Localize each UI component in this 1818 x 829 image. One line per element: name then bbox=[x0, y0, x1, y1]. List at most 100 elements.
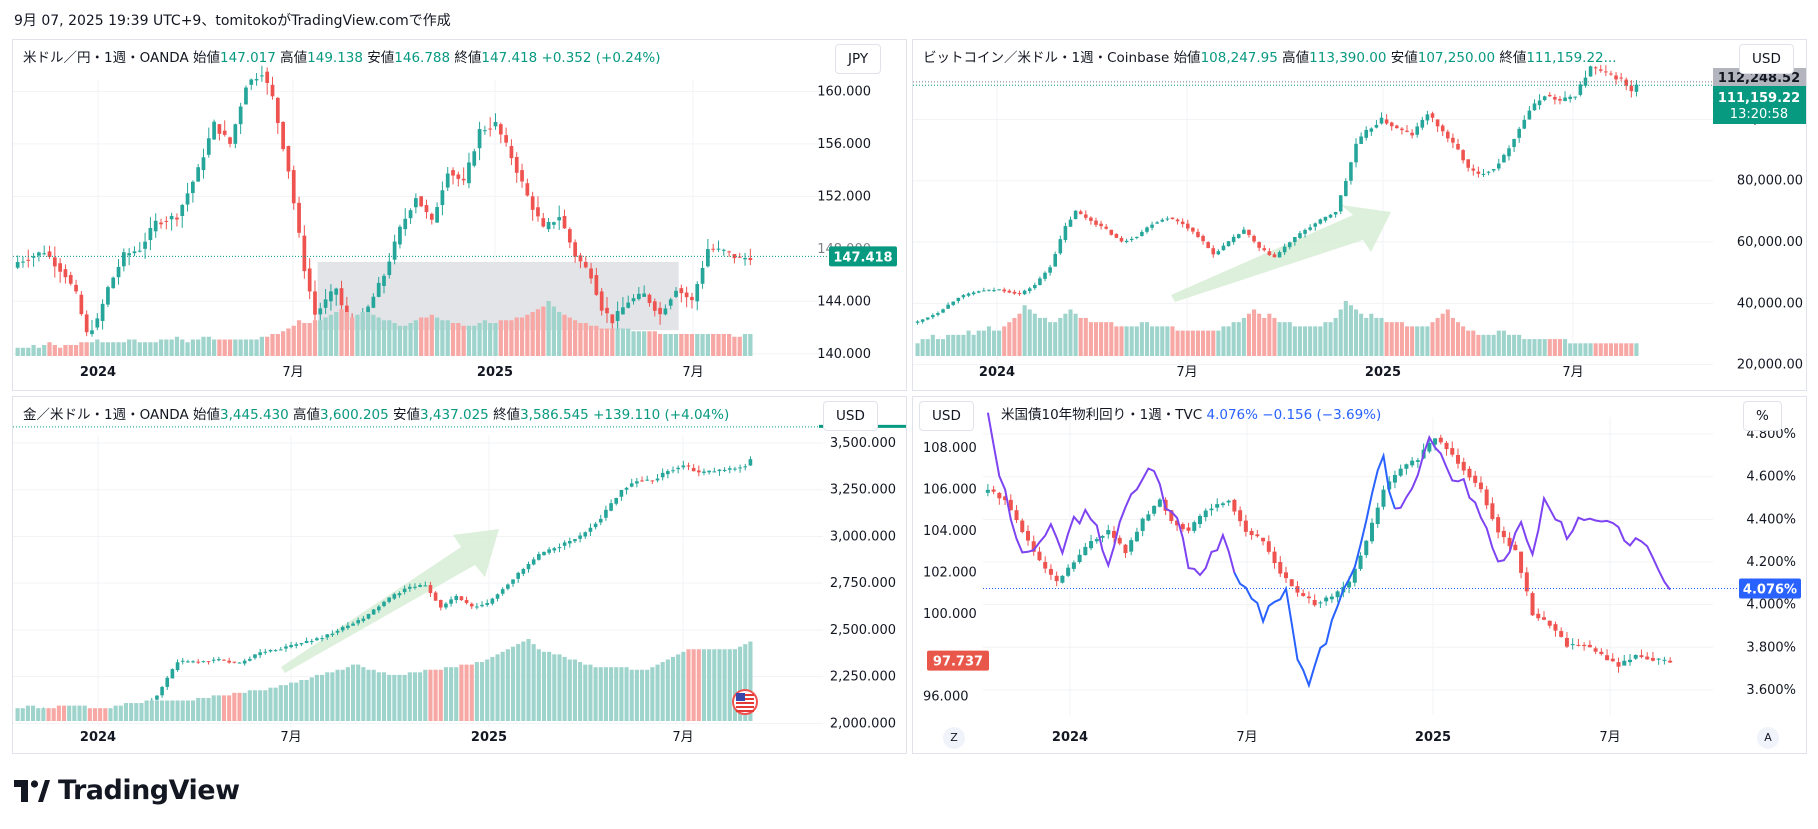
candle-body bbox=[997, 492, 1002, 499]
candle-body bbox=[1129, 238, 1134, 241]
a-button[interactable]: A bbox=[1757, 727, 1779, 749]
candle-body bbox=[706, 249, 710, 267]
volume-bar bbox=[46, 708, 51, 721]
volume-bar bbox=[254, 339, 259, 356]
candle-body bbox=[1609, 73, 1613, 75]
volume-bar bbox=[526, 639, 531, 721]
volume-bar bbox=[1099, 322, 1104, 356]
volume-bar bbox=[567, 659, 572, 721]
volume-bar bbox=[206, 336, 211, 356]
yield-value: 4.076% bbox=[1206, 407, 1258, 423]
candle-body bbox=[1358, 555, 1363, 569]
us10y-chart-panel[interactable]: USD 米国債10年物利回り・1週・TVC 4.076% −0.156 (−3.… bbox=[912, 396, 1807, 754]
usdjpy-candlestick-chart[interactable]: 148.000160.000156.000152.000144.000140.0… bbox=[13, 40, 906, 390]
volume-bar bbox=[116, 342, 121, 356]
volume-bar bbox=[1629, 343, 1634, 356]
volume-bar bbox=[41, 708, 46, 721]
candle-body bbox=[525, 183, 530, 196]
candle-body bbox=[490, 598, 495, 604]
time-axis-tick: 7月 bbox=[282, 365, 303, 380]
time-axis-tick: 7月 bbox=[1236, 730, 1257, 745]
btcusd-chart-panel[interactable]: ビットコイン／米ドル・1週・Coinbase 始値108,247.95 高値11… bbox=[912, 39, 1807, 391]
volume-bar bbox=[474, 662, 479, 721]
candle-body bbox=[1058, 239, 1063, 254]
candle-body bbox=[169, 215, 174, 220]
us10y-dxy-overlay-chart[interactable]: 108.000 106.000 104.000 102.000 100.000 96.00… bbox=[913, 397, 1806, 753]
volume-bar bbox=[1328, 322, 1333, 356]
currency-button[interactable]: USD bbox=[1739, 44, 1794, 74]
price-axis-tick: 2,250.000 bbox=[830, 670, 896, 685]
volume-bar bbox=[732, 336, 737, 356]
currency-button[interactable]: JPY bbox=[835, 44, 882, 74]
z-button[interactable]: Z bbox=[943, 727, 965, 749]
symbol-title: 金／米ドル・1週・OANDA bbox=[23, 407, 189, 423]
candle-body bbox=[1066, 567, 1071, 576]
volume-bar bbox=[1359, 313, 1364, 356]
volume-bar bbox=[268, 687, 273, 721]
volume-bar bbox=[158, 339, 164, 356]
candle-body bbox=[84, 314, 89, 333]
candle-body bbox=[278, 649, 283, 651]
volume-bar bbox=[1241, 317, 1246, 356]
tradingview-logo[interactable]: TradingView bbox=[14, 775, 240, 806]
candle-body bbox=[686, 465, 691, 467]
left-currency-button[interactable]: USD bbox=[919, 401, 974, 431]
candle-body bbox=[1527, 110, 1532, 120]
volume-bar bbox=[31, 345, 36, 356]
volume-bar bbox=[1308, 326, 1313, 356]
candle-body bbox=[700, 267, 705, 284]
candle-body bbox=[992, 290, 996, 292]
candle-body bbox=[941, 309, 945, 313]
volume-bar bbox=[461, 325, 466, 356]
volume-bar bbox=[160, 700, 165, 721]
volume-bar bbox=[1619, 343, 1624, 356]
candle-body bbox=[537, 554, 541, 560]
open-value: 3,445.430 bbox=[220, 407, 289, 423]
volume-bar bbox=[639, 669, 645, 721]
currency-button[interactable]: USD bbox=[823, 401, 878, 431]
candle-body bbox=[153, 220, 158, 232]
candle-body bbox=[1226, 241, 1231, 247]
candle-body bbox=[228, 137, 232, 144]
volume-bar bbox=[624, 667, 629, 721]
high-label: 高値 bbox=[293, 407, 321, 423]
candle-body bbox=[275, 97, 280, 124]
volume-bar bbox=[334, 312, 339, 356]
volume-bar bbox=[134, 703, 139, 721]
volume-bar bbox=[1206, 330, 1211, 356]
btcusd-candlestick-chart[interactable]: 100,000.0080,000.0060,000.0040,000.0020,… bbox=[913, 40, 1806, 390]
volume-bar bbox=[1512, 334, 1517, 356]
candle-body bbox=[1605, 655, 1610, 661]
candle-body bbox=[679, 288, 684, 294]
candle-body bbox=[392, 241, 397, 260]
candle-body bbox=[351, 623, 355, 626]
candle-body bbox=[423, 585, 428, 587]
usdjpy-chart-panel[interactable]: 米ドル／円・1週・OANDA 始値147.017 高値149.138 安値146… bbox=[12, 39, 907, 391]
candle-body bbox=[31, 256, 36, 258]
volume-bar bbox=[355, 314, 360, 356]
price-axis-tick: 108.000 bbox=[923, 441, 977, 456]
volume-bar bbox=[1415, 326, 1420, 356]
candle-body bbox=[642, 293, 647, 297]
volume-bar bbox=[371, 669, 376, 721]
volume-bar bbox=[930, 334, 935, 356]
candle-body bbox=[1622, 660, 1627, 666]
candle-body bbox=[320, 638, 324, 640]
candle-body bbox=[1352, 568, 1357, 583]
percent-unit-button[interactable]: % bbox=[1743, 401, 1782, 431]
candle-body bbox=[445, 173, 450, 188]
candle-body bbox=[1175, 520, 1180, 526]
low-value: 3,437.025 bbox=[420, 407, 489, 423]
high-label: 高値 bbox=[280, 50, 308, 66]
volume-bar bbox=[211, 695, 216, 721]
volume-bar bbox=[180, 339, 185, 356]
candle-body bbox=[1165, 218, 1170, 220]
volume-bar bbox=[732, 649, 738, 721]
candle-body bbox=[621, 307, 625, 315]
candle-body bbox=[480, 604, 484, 607]
candle-body bbox=[201, 157, 206, 171]
xauusd-chart-panel[interactable]: 金／米ドル・1週・OANDA 始値3,445.430 高値3,600.205 安… bbox=[12, 396, 907, 754]
candle-body bbox=[1425, 114, 1430, 121]
candle-body bbox=[265, 71, 270, 83]
xauusd-candlestick-chart[interactable]: 3,500.000 3,250.000 3,000.000 2,750.000 2,50… bbox=[13, 397, 906, 753]
